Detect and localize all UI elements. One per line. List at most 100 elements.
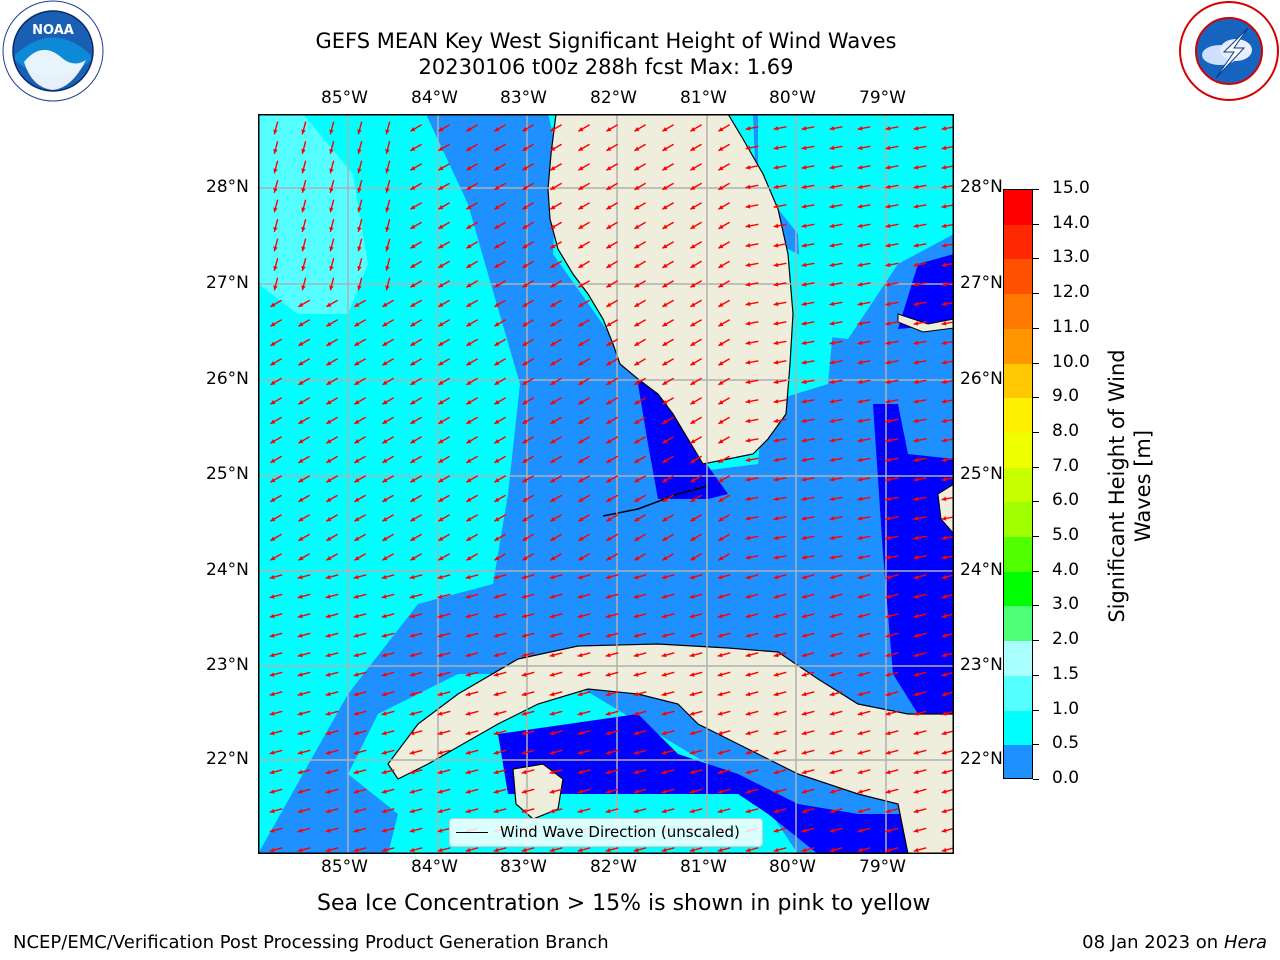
map-legend: Wind Wave Direction (unscaled) xyxy=(449,818,763,847)
wave-arrow-head xyxy=(329,168,334,174)
wave-arrow-head xyxy=(465,652,471,658)
wave-arrow-head xyxy=(494,244,500,249)
wave-arrow-head xyxy=(606,517,612,522)
wave-arrow-head xyxy=(885,321,891,326)
wave-arrow-head xyxy=(690,302,696,307)
wave-arrow-head xyxy=(354,322,360,327)
wave-arrow-head xyxy=(325,672,331,677)
wave-arrow-head xyxy=(466,517,472,522)
wave-arrow-head xyxy=(325,828,331,833)
wave-arrow-head xyxy=(718,224,724,229)
wave-arrow-head xyxy=(353,769,359,775)
wave-arrow-head xyxy=(801,711,807,716)
wave-arrow-head xyxy=(301,168,306,174)
colorbar-tick-mark xyxy=(1033,674,1039,676)
wave-arrow-head xyxy=(829,789,835,794)
wave-arrow-head xyxy=(577,711,583,716)
wave-arrow-head xyxy=(381,769,387,775)
wave-arrow-head xyxy=(326,458,332,463)
colorbar-tick-mark xyxy=(1033,431,1039,433)
wave-arrow-head xyxy=(273,129,278,135)
wave-arrow-head xyxy=(270,536,276,541)
wave-arrow-head xyxy=(634,302,640,307)
wave-arrow-head xyxy=(857,594,863,599)
wave-arrow-head xyxy=(745,847,751,853)
wave-arrow-head xyxy=(522,536,528,541)
wave-arrow-head xyxy=(634,127,640,132)
wave-arrow-head xyxy=(662,146,668,151)
wave-arrow-head xyxy=(718,146,724,151)
wave-arrow-head xyxy=(578,361,584,366)
wave-arrow-head xyxy=(857,223,863,229)
wave-arrow-head xyxy=(773,847,779,853)
wave-arrow-head xyxy=(273,285,278,291)
wave-arrow-head xyxy=(718,419,724,424)
wave-arrow-head xyxy=(857,652,863,658)
wave-arrow-head xyxy=(326,556,332,561)
wave-arrow-head xyxy=(745,730,751,736)
wave-arrow-head xyxy=(634,536,640,541)
wave-arrow-head xyxy=(437,789,443,794)
wave-arrow-head xyxy=(357,246,362,252)
wave-arrow-head xyxy=(717,711,723,716)
wave-arrow-head xyxy=(297,574,303,580)
wave-arrow-head xyxy=(353,691,359,697)
wave-arrow-head xyxy=(661,594,667,599)
wave-arrow-head xyxy=(913,769,919,775)
wave-arrow-head xyxy=(662,400,668,405)
wave-arrow-head xyxy=(941,438,947,443)
wave-arrow-head xyxy=(326,361,332,366)
wave-arrow-head xyxy=(382,478,388,483)
wave-arrow-head xyxy=(605,594,611,599)
wave-arrow-head xyxy=(634,380,640,385)
wave-arrow-head xyxy=(329,265,334,271)
wave-arrow-head xyxy=(829,477,835,482)
wave-arrow-head xyxy=(410,478,416,483)
wave-arrow-head xyxy=(913,789,919,794)
wave-arrow-head xyxy=(941,262,947,268)
lon-tick-label: 84°W xyxy=(411,857,458,877)
wave-arrow-head xyxy=(493,594,499,599)
wave-arrow-head xyxy=(717,613,723,619)
wave-arrow-head xyxy=(661,711,667,716)
wave-arrow-head xyxy=(438,361,444,366)
wave-arrow-head xyxy=(521,711,527,716)
wave-arrow-head xyxy=(690,439,696,444)
wave-arrow-head xyxy=(409,730,415,736)
wave-arrow-head xyxy=(577,652,583,658)
wave-arrow-head xyxy=(382,497,388,502)
wave-arrow-head xyxy=(662,517,668,522)
wave-arrow-head xyxy=(829,184,835,190)
wave-arrow-head xyxy=(634,263,640,268)
wave-arrow-head xyxy=(297,730,303,736)
wave-arrow-head xyxy=(522,419,528,424)
wave-arrow-head xyxy=(773,360,779,365)
noaa-logo-text: NOAA xyxy=(32,23,74,38)
wave-arrow-head xyxy=(690,556,696,561)
wave-arrow-head xyxy=(381,672,387,677)
colorbar-tick-label: 14.0 xyxy=(1052,212,1090,233)
wave-arrow-head xyxy=(801,750,807,755)
wave-arrow-head xyxy=(633,652,639,658)
wave-arrow-head xyxy=(329,187,334,193)
lat-tick-label: 24°N xyxy=(960,560,1003,580)
wave-arrow-head xyxy=(578,146,584,151)
wave-arrow-head xyxy=(885,828,891,833)
wave-arrow-head xyxy=(494,517,500,522)
wave-arrow-head xyxy=(885,847,891,853)
wave-arrow-head xyxy=(438,283,444,288)
colorbar-tick-mark xyxy=(1033,744,1039,746)
wave-arrow-head xyxy=(885,145,891,151)
wave-arrow-head xyxy=(941,184,947,190)
legend-label: Wind Wave Direction (unscaled) xyxy=(500,823,740,841)
wave-arrow-head xyxy=(269,613,275,619)
wave-arrow-head xyxy=(410,556,416,561)
wave-arrow-head xyxy=(941,789,947,794)
lon-tick-label: 85°W xyxy=(321,88,368,108)
wave-arrow-head xyxy=(270,497,276,502)
wave-arrow-head xyxy=(494,224,500,229)
colorbar-tick-mark xyxy=(1033,779,1039,780)
wave-arrow-head xyxy=(745,789,751,794)
wave-arrow-head xyxy=(661,672,667,677)
wave-arrow-head xyxy=(438,458,444,463)
